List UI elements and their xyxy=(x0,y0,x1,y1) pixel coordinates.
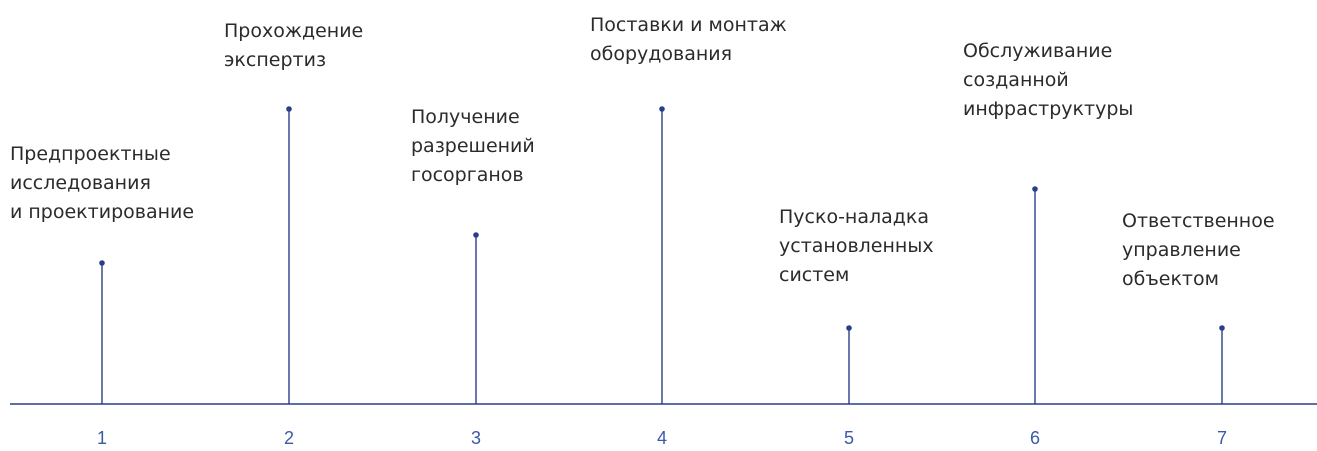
stage-label-line: управление xyxy=(1122,239,1241,261)
stage-label-line: Пуско-наладка xyxy=(779,206,930,228)
stage-label-5: Пуско-наладка установленных систем xyxy=(779,203,934,290)
stage-number-3: 3 xyxy=(471,428,481,448)
stage-number-4: 4 xyxy=(657,428,667,448)
stage-label-line: госорганов xyxy=(411,164,524,186)
stage-label-line: инфраструктуры xyxy=(963,98,1134,120)
stage-label-line: Предпроектные xyxy=(10,143,171,165)
stage-label-3: Получение разрешений госорганов xyxy=(411,103,535,190)
stage-number-2: 2 xyxy=(284,428,294,448)
stage-number-5: 5 xyxy=(844,428,854,448)
stage-label-line: разрешений xyxy=(411,135,535,157)
stage-label-line: экспертиз xyxy=(224,49,327,71)
stage-number-1: 1 xyxy=(97,428,107,448)
stage-label-line: Ответственное xyxy=(1122,210,1275,232)
stage-label-line: Прохождение xyxy=(224,20,364,42)
stage-label-1: Предпроектные исследования и проектировани… xyxy=(10,140,194,227)
stage-dot-4 xyxy=(659,106,665,112)
stage-dot-6 xyxy=(1032,186,1038,192)
stage-label-6: Обслуживание созданной инфраструктуры xyxy=(963,37,1133,124)
stage-label-line: созданной xyxy=(963,69,1069,91)
stage-label-line: и проектирование xyxy=(10,201,195,223)
stage-label-7: Ответственное управление объектом xyxy=(1122,207,1275,294)
stage-dot-2 xyxy=(286,106,292,112)
stage-number-7: 7 xyxy=(1217,428,1227,448)
stage-label-line: Обслуживание xyxy=(963,40,1113,62)
stage-label-line: систем xyxy=(779,264,850,286)
stage-label-2: Прохождение экспертиз xyxy=(224,17,363,75)
stage-dot-3 xyxy=(473,232,479,238)
stage-number-6: 6 xyxy=(1030,428,1040,448)
stage-label-line: исследования xyxy=(10,172,151,194)
stage-label-line: установленных xyxy=(779,235,934,257)
stage-dot-5 xyxy=(846,325,852,331)
stage-label-line: Получение xyxy=(411,106,520,128)
stage-label-line: объектом xyxy=(1122,268,1219,290)
stage-dot-1 xyxy=(99,260,105,266)
stage-dot-7 xyxy=(1219,325,1225,331)
stage-label-line: Поставки и монтаж xyxy=(590,14,787,36)
stage-label-4: Поставки и монтаж оборудования xyxy=(590,11,787,69)
stage-label-line: оборудования xyxy=(590,43,733,65)
